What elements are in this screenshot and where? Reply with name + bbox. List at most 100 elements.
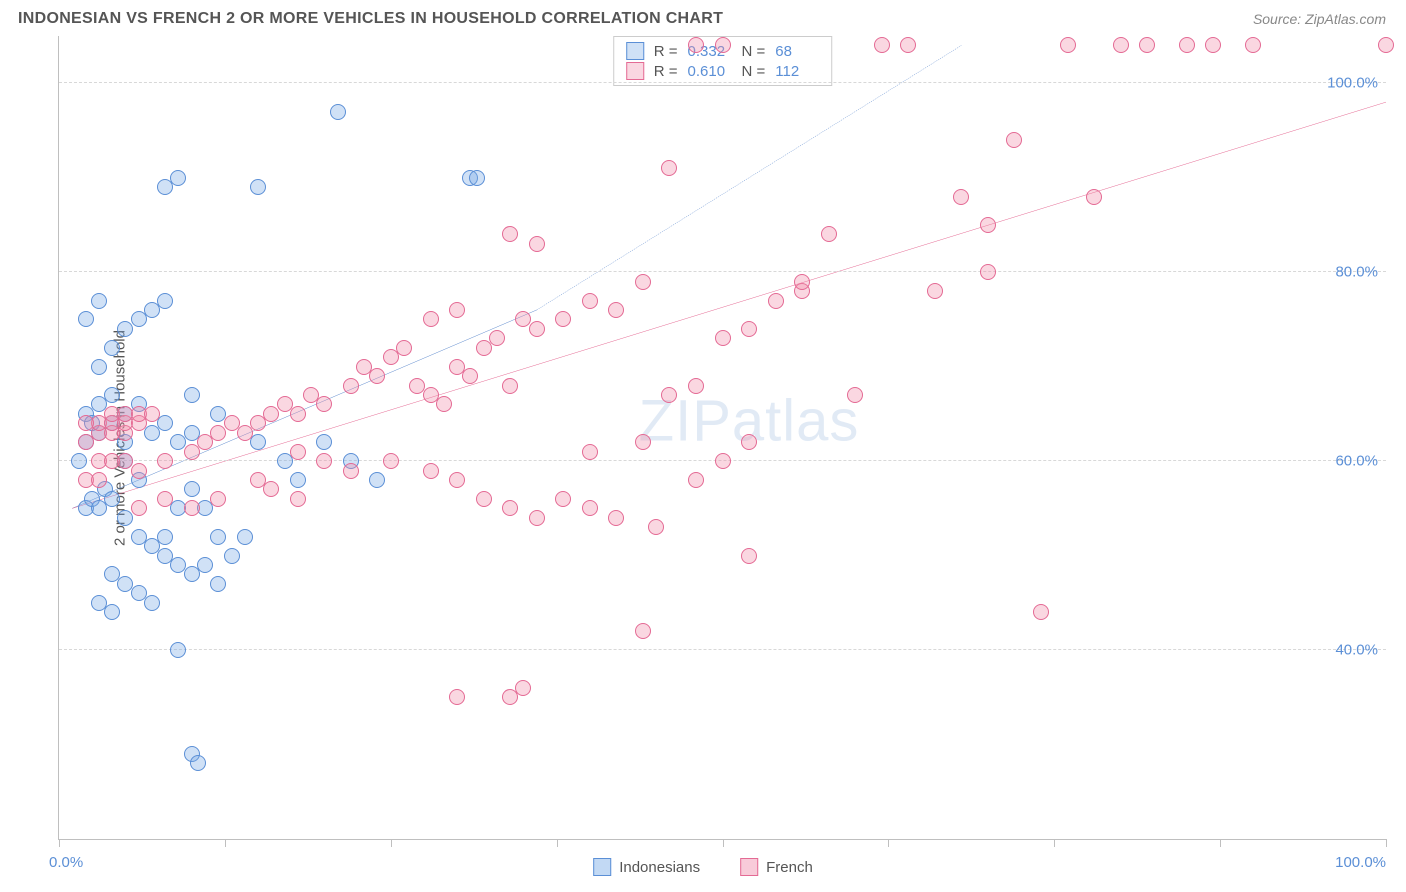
data-point <box>316 396 332 412</box>
x-tick <box>888 839 889 847</box>
data-point <box>715 37 731 53</box>
data-point <box>529 510 545 526</box>
data-point <box>874 37 890 53</box>
y-tick-label: 60.0% <box>1335 453 1378 470</box>
data-point <box>184 387 200 403</box>
data-point <box>648 519 664 535</box>
data-point <box>343 378 359 394</box>
data-point <box>768 293 784 309</box>
data-point <box>316 453 332 469</box>
data-point <box>1033 604 1049 620</box>
data-point <box>157 529 173 545</box>
data-point <box>91 359 107 375</box>
data-point <box>316 434 332 450</box>
data-point <box>157 415 173 431</box>
data-point <box>104 491 120 507</box>
data-point <box>1179 37 1195 53</box>
data-point <box>157 453 173 469</box>
gridline <box>59 271 1386 272</box>
data-point <box>555 311 571 327</box>
data-point <box>237 529 253 545</box>
legend-item: Indonesians <box>593 858 700 876</box>
data-point <box>396 340 412 356</box>
data-point <box>489 330 505 346</box>
data-point <box>608 302 624 318</box>
x-tick <box>59 839 60 847</box>
chart-title: INDONESIAN VS FRENCH 2 OR MORE VEHICLES … <box>18 10 723 28</box>
legend-item: French <box>740 858 813 876</box>
data-point <box>131 500 147 516</box>
data-point <box>1139 37 1155 53</box>
x-tick <box>557 839 558 847</box>
data-point <box>78 311 94 327</box>
legend-swatch <box>593 858 611 876</box>
data-point <box>608 510 624 526</box>
gridline <box>59 82 1386 83</box>
data-point <box>502 226 518 242</box>
data-point <box>462 368 478 384</box>
data-point <box>821 226 837 242</box>
data-point <box>1060 37 1076 53</box>
data-point <box>263 481 279 497</box>
data-point <box>502 378 518 394</box>
data-point <box>582 500 598 516</box>
data-point <box>78 415 94 431</box>
data-point <box>210 529 226 545</box>
plot-region: ZIPatlas R =0.332N =68R =0.610N =112 0.0… <box>58 36 1386 840</box>
data-point <box>250 179 266 195</box>
data-point <box>190 755 206 771</box>
data-point <box>515 680 531 696</box>
data-point <box>635 434 651 450</box>
x-tick <box>1054 839 1055 847</box>
data-point <box>71 453 87 469</box>
data-point <box>582 444 598 460</box>
data-point <box>469 170 485 186</box>
r-value: 0.610 <box>688 63 732 80</box>
data-point <box>184 481 200 497</box>
data-point <box>104 604 120 620</box>
data-point <box>131 463 147 479</box>
data-point <box>900 37 916 53</box>
data-point <box>449 472 465 488</box>
legend-label: French <box>766 859 813 876</box>
n-value: 112 <box>775 63 819 80</box>
data-point <box>635 274 651 290</box>
gridline <box>59 649 1386 650</box>
data-point <box>529 321 545 337</box>
data-point <box>529 236 545 252</box>
data-point <box>741 548 757 564</box>
data-point <box>91 293 107 309</box>
data-point <box>847 387 863 403</box>
x-tick <box>1386 839 1387 847</box>
data-point <box>582 293 598 309</box>
r-label: R = <box>654 63 678 80</box>
legend-swatch <box>626 42 644 60</box>
x-tick <box>723 839 724 847</box>
data-point <box>369 472 385 488</box>
data-point <box>1113 37 1129 53</box>
source-value: ZipAtlas.com <box>1305 11 1386 27</box>
n-value: 68 <box>775 43 819 60</box>
data-point <box>290 444 306 460</box>
y-tick-label: 40.0% <box>1335 642 1378 659</box>
data-point <box>343 463 359 479</box>
data-point <box>980 217 996 233</box>
data-point <box>661 160 677 176</box>
data-point <box>290 491 306 507</box>
data-point <box>423 463 439 479</box>
x-tick <box>225 839 226 847</box>
data-point <box>715 453 731 469</box>
data-point <box>224 548 240 564</box>
data-point <box>290 472 306 488</box>
data-point <box>1205 37 1221 53</box>
data-point <box>157 293 173 309</box>
data-point <box>661 387 677 403</box>
data-point <box>383 453 399 469</box>
legend-swatch <box>740 858 758 876</box>
data-point <box>1378 37 1394 53</box>
data-point <box>144 595 160 611</box>
series-legend: Indonesians French <box>593 858 813 876</box>
data-point <box>794 274 810 290</box>
data-point <box>436 396 452 412</box>
source-label: Source: <box>1253 11 1301 27</box>
